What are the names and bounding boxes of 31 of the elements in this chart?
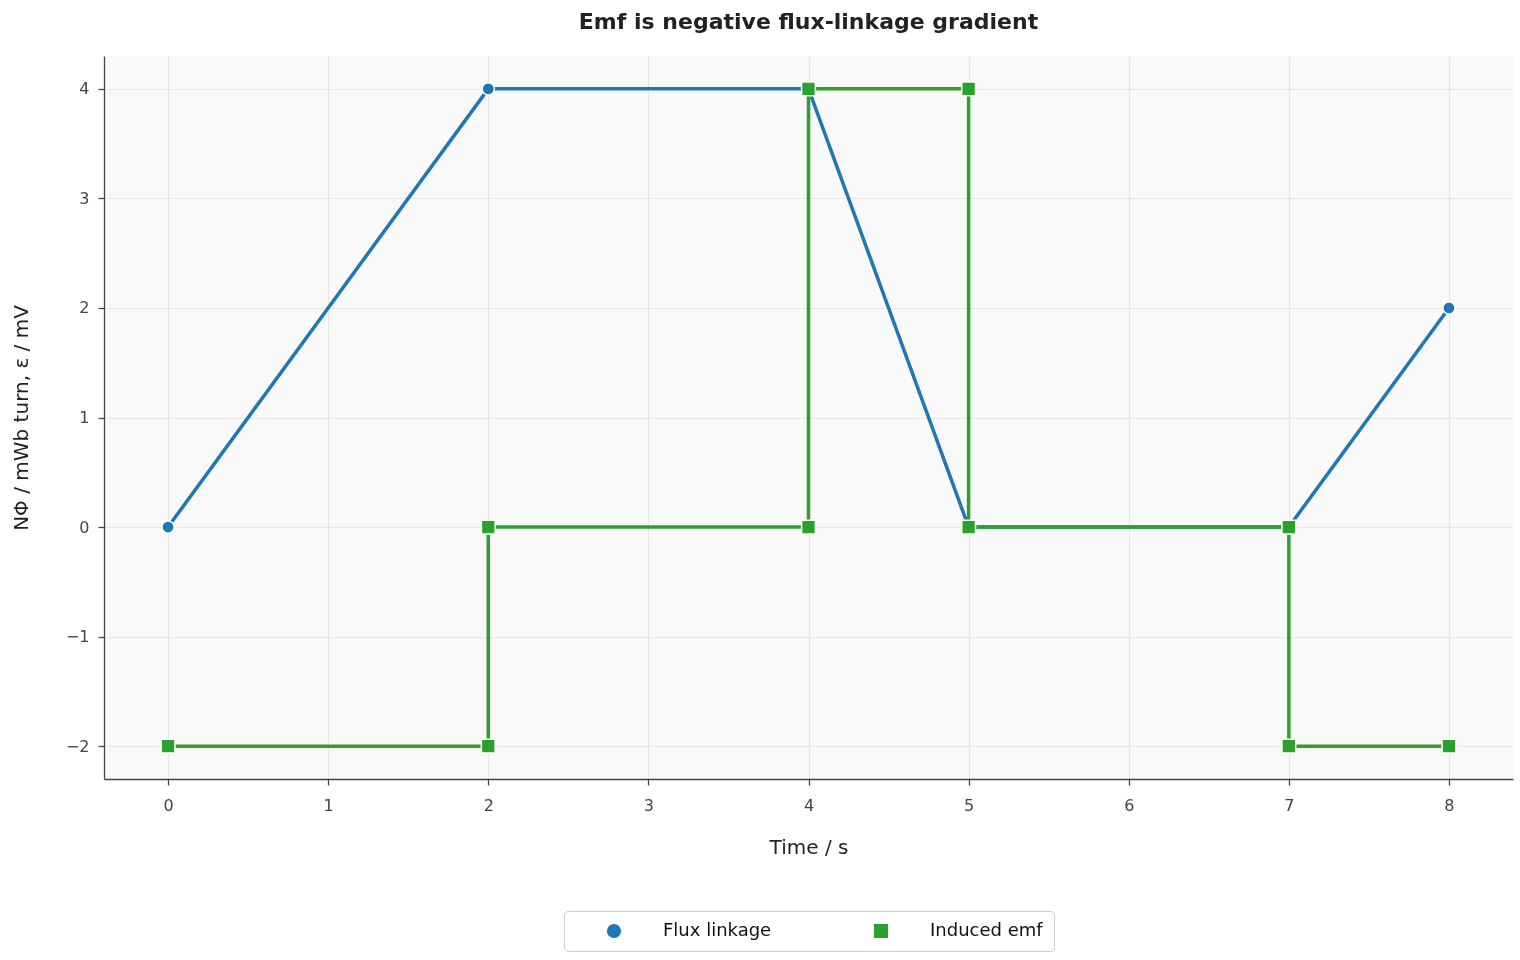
legend-label: Flux linkage xyxy=(663,919,772,940)
point xyxy=(480,519,496,535)
x-tick-label: 4 xyxy=(803,795,815,815)
legend-label: Induced emf xyxy=(930,919,1044,940)
y-tick-label: 2 xyxy=(79,298,90,318)
point xyxy=(800,519,817,535)
point xyxy=(960,81,977,97)
point xyxy=(481,82,496,96)
x-tick-label: 2 xyxy=(483,795,494,815)
point xyxy=(1281,738,1297,754)
x-tick-label: 0 xyxy=(163,795,174,815)
x-tick-label: 3 xyxy=(643,795,654,815)
point xyxy=(160,738,176,754)
y-tick-label: −1 xyxy=(65,627,90,647)
y-axis-title: NΦ / mWb turn, ε / mV xyxy=(8,304,33,531)
y-tick-label: 0 xyxy=(79,517,90,537)
y-tick-label: −2 xyxy=(65,736,90,756)
y-tick-label: 4 xyxy=(79,79,90,99)
x-axis-title: Time / s xyxy=(768,834,849,859)
y-tick-label: 3 xyxy=(79,188,90,208)
x-tick-label: 8 xyxy=(1444,795,1455,815)
point xyxy=(161,520,175,534)
x-tick-label: 1 xyxy=(323,795,334,815)
point xyxy=(1441,738,1457,754)
point xyxy=(480,738,496,754)
x-tick-label: 7 xyxy=(1284,795,1295,815)
point xyxy=(1442,301,1456,315)
x-tick-label: 6 xyxy=(1124,795,1135,815)
chart-title: Emf is negative flux-linkage gradient xyxy=(578,9,1039,34)
x-tick-label: 5 xyxy=(964,795,975,815)
y-tick-label: 1 xyxy=(79,408,90,427)
